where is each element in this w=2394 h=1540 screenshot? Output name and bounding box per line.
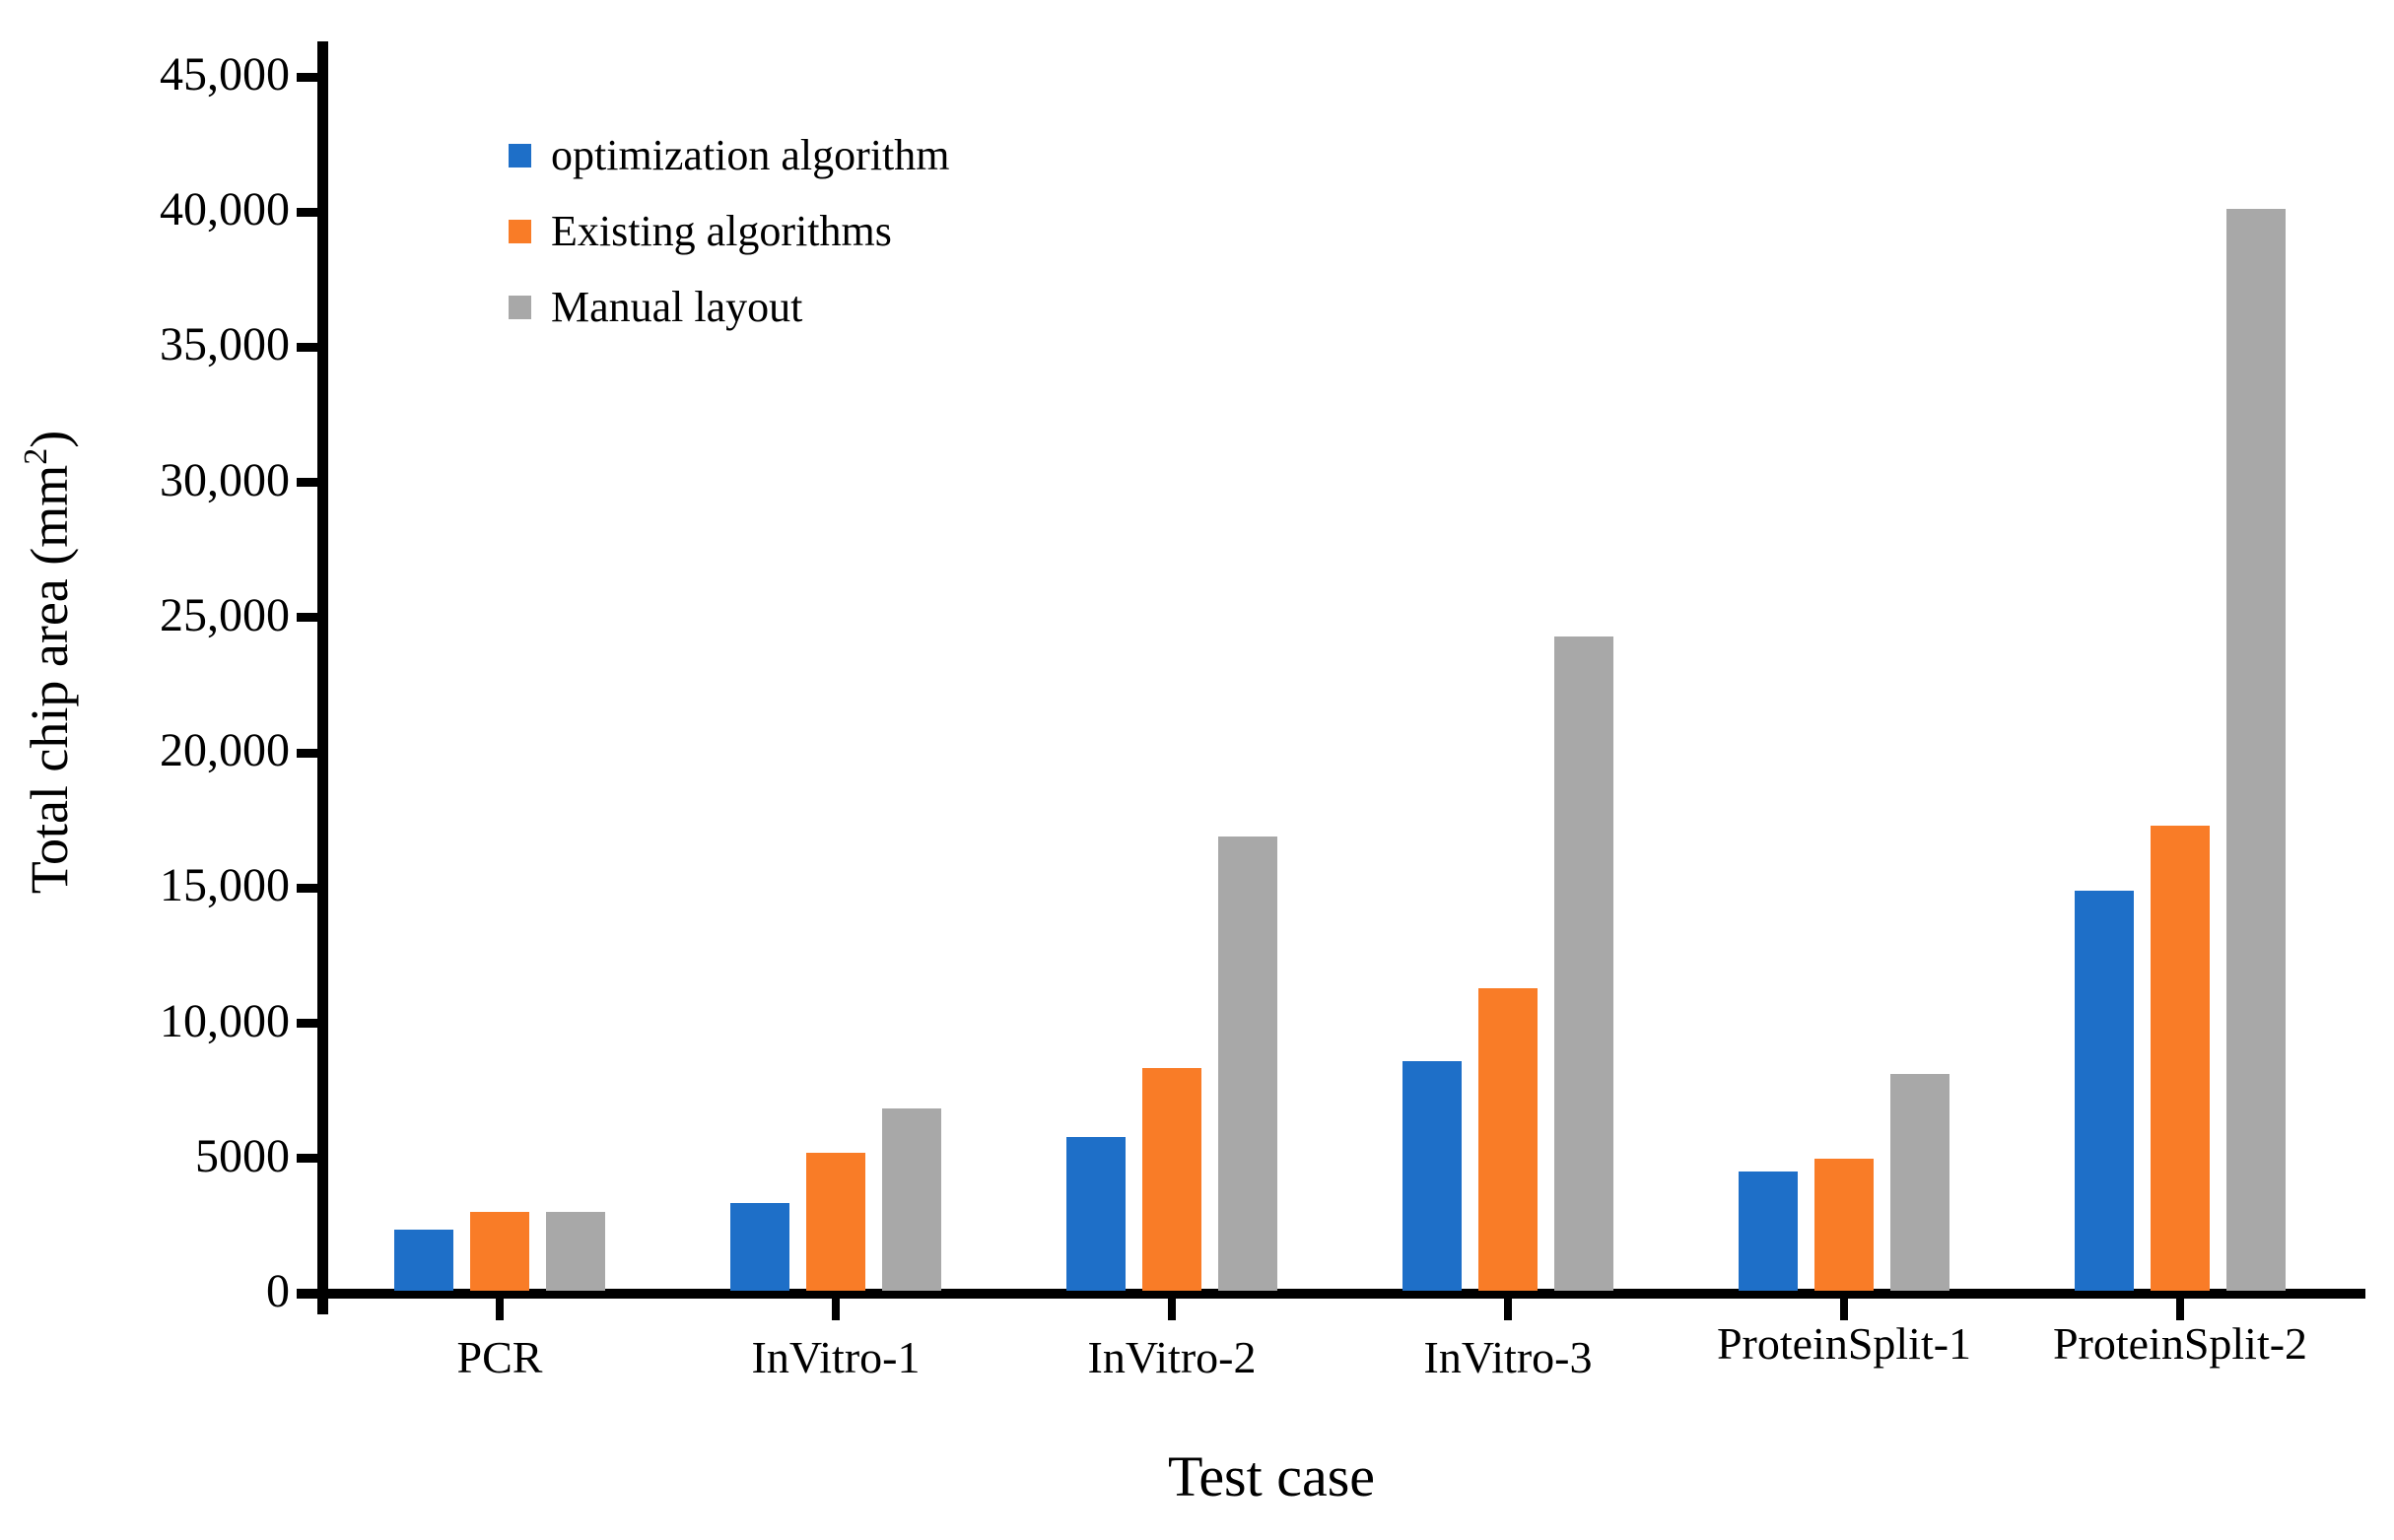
x-tick-invitro-2 [1168, 1299, 1176, 1320]
legend-label: Manual layout [551, 283, 803, 331]
category-label-pcr: PCR [456, 1332, 543, 1382]
x-tick-proteinsplit-1 [1840, 1299, 1848, 1320]
bar-existing-algorithms-proteinsplit-2 [2151, 826, 2210, 1291]
bar-optimization-algorithm-proteinsplit-1 [1739, 1172, 1798, 1291]
y-tick-10,000 [297, 1019, 317, 1029]
y-tick-25,000 [297, 613, 317, 623]
legend-label: optimization algorithm [551, 131, 950, 179]
bar-optimization-algorithm-invitro-2 [1066, 1137, 1126, 1291]
category-label-invitro-2: InVitro-2 [1087, 1332, 1257, 1382]
bar-existing-algorithms-proteinsplit-1 [1814, 1159, 1874, 1291]
y-tick-label: 0 [266, 1265, 290, 1317]
legend: optimization algorithm Existing algorith… [509, 132, 950, 360]
y-tick-label: 45,000 [160, 48, 290, 100]
y-tick-label: 5000 [195, 1129, 290, 1182]
bar-manual-layout-invitro-1 [882, 1108, 941, 1291]
bar-existing-algorithms-invitro-2 [1142, 1068, 1201, 1291]
y-tick-label: 10,000 [160, 994, 290, 1047]
y-tick-label: 15,000 [160, 859, 290, 912]
legend-swatch-gray [509, 296, 531, 319]
bar-optimization-algorithm-pcr [394, 1230, 453, 1291]
x-axis-title: Test case [1167, 1444, 1376, 1508]
bar-optimization-algorithm-invitro-3 [1402, 1061, 1462, 1291]
y-tick-0 [297, 1289, 317, 1299]
legend-item-optimization-algorithm: optimization algorithm [509, 132, 950, 179]
x-axis-line [297, 1289, 2365, 1299]
y-tick-15,000 [297, 883, 317, 893]
x-tick-invitro-3 [1504, 1299, 1512, 1320]
bar-optimization-algorithm-invitro-1 [730, 1203, 789, 1291]
bar-manual-layout-pcr [546, 1212, 605, 1291]
legend-label: Existing algorithms [551, 207, 892, 255]
y-tick-label: 30,000 [160, 453, 290, 506]
category-label-invitro-3: InVitro-3 [1423, 1332, 1593, 1382]
legend-item-manual-layout: Manual layout [509, 284, 950, 331]
superscript-2: 2 [18, 447, 54, 465]
y-tick-label: 25,000 [160, 588, 290, 641]
y-tick-20,000 [297, 748, 317, 758]
legend-item-existing-algorithms: Existing algorithms [509, 208, 950, 255]
category-label-invitro-1: InVitro-1 [751, 1332, 921, 1382]
bar-optimization-algorithm-proteinsplit-2 [2075, 891, 2134, 1291]
category-label-proteinsplit-1: ProteinSplit-1 [1716, 1318, 1972, 1369]
y-tick-label: 20,000 [160, 724, 290, 777]
bar-existing-algorithms-invitro-3 [1478, 988, 1538, 1291]
bar-manual-layout-proteinsplit-1 [1890, 1074, 1949, 1291]
x-tick-invitro-1 [832, 1299, 840, 1320]
y-tick-35,000 [297, 342, 317, 352]
bar-existing-algorithms-pcr [470, 1212, 529, 1291]
category-label-proteinsplit-2: ProteinSplit-2 [2052, 1318, 2308, 1369]
y-tick-40,000 [297, 207, 317, 217]
legend-swatch-orange [509, 220, 531, 243]
y-tick-45,000 [297, 72, 317, 82]
y-axis-title: Total chip area (mm2) [18, 430, 79, 895]
y-tick-30,000 [297, 478, 317, 488]
y-tick-5000 [297, 1154, 317, 1164]
legend-swatch-blue [509, 144, 531, 167]
y-axis-line [317, 41, 328, 1314]
bar-existing-algorithms-invitro-1 [806, 1153, 865, 1291]
bar-manual-layout-invitro-2 [1218, 837, 1277, 1291]
x-tick-pcr [496, 1299, 504, 1320]
x-tick-proteinsplit-2 [2176, 1299, 2184, 1320]
y-tick-label: 35,000 [160, 318, 290, 371]
bar-manual-layout-invitro-3 [1554, 636, 1613, 1291]
bar-manual-layout-proteinsplit-2 [2226, 209, 2286, 1291]
y-tick-label: 40,000 [160, 183, 290, 236]
